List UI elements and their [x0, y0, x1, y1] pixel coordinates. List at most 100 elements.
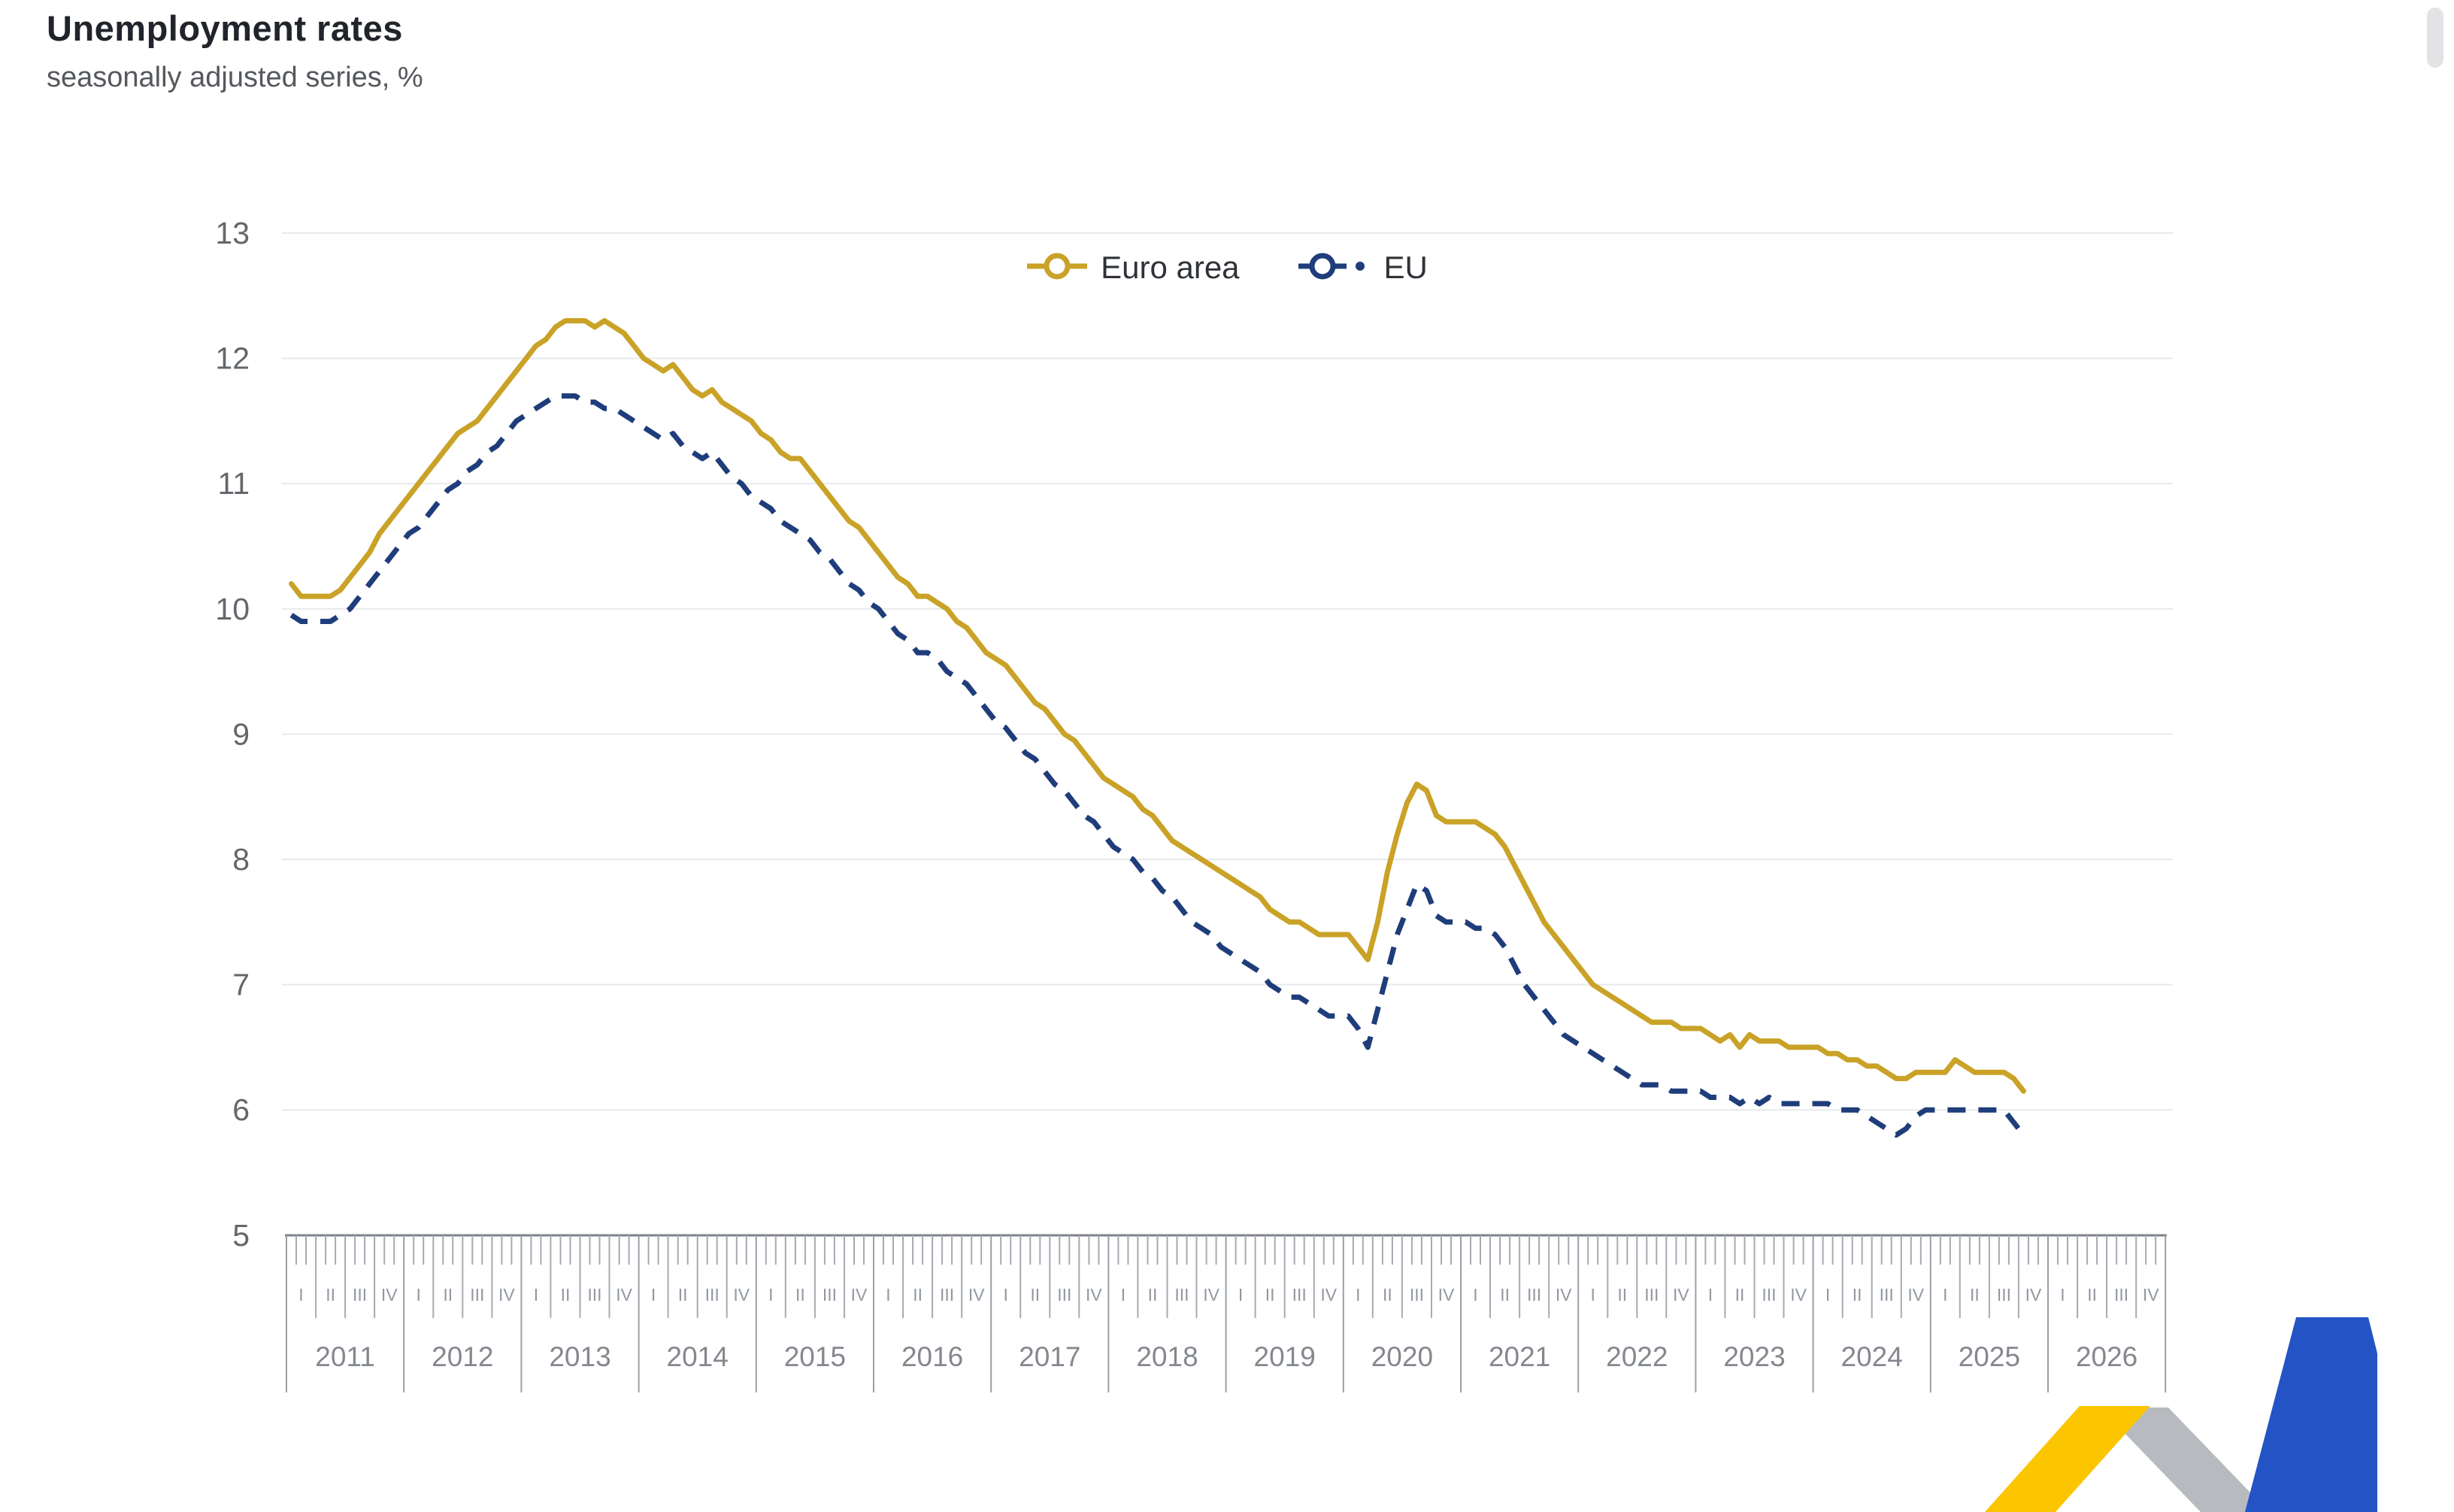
- year-label: 2012: [432, 1341, 493, 1372]
- quarter-label: II: [1500, 1285, 1510, 1304]
- year-label: 2013: [549, 1341, 610, 1372]
- quarter-label: III: [1292, 1285, 1307, 1304]
- quarter-label: II: [443, 1285, 453, 1304]
- year-label: 2022: [1606, 1341, 1668, 1372]
- quarter-label: I: [1708, 1285, 1713, 1304]
- series-line-eu: [289, 393, 2026, 1138]
- quarter-label: I: [1121, 1285, 1126, 1304]
- page-subtitle: seasonally adjusted series, %: [47, 62, 423, 93]
- quarter-label: II: [1030, 1285, 1040, 1304]
- quarter-label: I: [1943, 1285, 1947, 1304]
- quarter-label: I: [298, 1285, 303, 1304]
- year-label: 2026: [2076, 1341, 2137, 1372]
- quarter-label: III: [1527, 1285, 1541, 1304]
- quarter-label: III: [1880, 1285, 1894, 1304]
- quarter-label: IV: [2025, 1285, 2042, 1304]
- quarter-label: II: [561, 1285, 571, 1304]
- y-tick-label-6: 6: [232, 1092, 250, 1127]
- y-tick-label-10: 10: [215, 592, 250, 626]
- quarter-label: III: [1410, 1285, 1424, 1304]
- quarter-label: IV: [498, 1285, 515, 1304]
- legend-item-eu[interactable]: EU: [1298, 250, 1428, 286]
- quarter-label: IV: [381, 1285, 398, 1304]
- year-label: 2024: [1841, 1341, 1903, 1372]
- quarter-label: I: [886, 1285, 890, 1304]
- quarter-label: IV: [733, 1285, 750, 1304]
- quarter-label: II: [1970, 1285, 1980, 1304]
- quarter-label: IV: [1203, 1285, 1219, 1304]
- quarter-label: III: [2114, 1285, 2128, 1304]
- eu-marker-icon: [1298, 250, 1371, 286]
- quarter-label: II: [1853, 1285, 1862, 1304]
- quarter-label: I: [417, 1285, 421, 1304]
- legend-label-eu: EU: [1383, 250, 1428, 285]
- y-tick-label-11: 11: [217, 466, 250, 501]
- quarter-label: III: [1174, 1285, 1189, 1304]
- year-label: 2014: [667, 1341, 729, 1372]
- quarter-label: II: [678, 1285, 688, 1304]
- year-label: 2011: [315, 1341, 375, 1372]
- quarter-label: III: [1997, 1285, 2011, 1304]
- quarter-label: II: [913, 1285, 923, 1304]
- quarter-label: II: [1735, 1285, 1745, 1304]
- quarter-label: I: [768, 1285, 773, 1304]
- quarter-label: III: [705, 1285, 720, 1304]
- year-label: 2017: [1019, 1341, 1080, 1372]
- y-tick-label-5: 5: [232, 1218, 250, 1253]
- quarter-label: I: [1238, 1285, 1243, 1304]
- quarter-label: I: [651, 1285, 656, 1304]
- quarter-label: III: [1057, 1285, 1071, 1304]
- quarter-label: I: [1591, 1285, 1595, 1304]
- y-tick-label-13: 13: [215, 216, 250, 250]
- quarter-label: IV: [1790, 1285, 1807, 1304]
- euro-area-marker-icon: [1027, 250, 1088, 286]
- quarter-label: I: [1825, 1285, 1830, 1304]
- scrollbar-thumb[interactable]: [2427, 8, 2443, 68]
- quarter-label: IV: [1320, 1285, 1337, 1304]
- quarter-label: I: [534, 1285, 538, 1304]
- quarter-label: IV: [1086, 1285, 1102, 1304]
- y-tick-label-12: 12: [215, 341, 250, 376]
- legend-item-euro-area[interactable]: Euro area: [1027, 250, 1240, 286]
- year-label: 2023: [1723, 1341, 1785, 1372]
- quarter-label: II: [2087, 1285, 2097, 1304]
- quarter-label: II: [1617, 1285, 1627, 1304]
- quarter-label: III: [1644, 1285, 1659, 1304]
- quarter-label: II: [795, 1285, 805, 1304]
- quarter-label: II: [326, 1285, 335, 1304]
- quarter-label: IV: [616, 1285, 632, 1304]
- quarter-label: IV: [1556, 1285, 1572, 1304]
- y-tick-label-8: 8: [232, 842, 250, 877]
- page-title: Unemployment rates: [47, 8, 403, 48]
- quarter-label: IV: [851, 1285, 868, 1304]
- y-tick-label-7: 7: [232, 968, 250, 1002]
- quarter-label: IV: [1673, 1285, 1689, 1304]
- series-line-euro-area: [289, 318, 2026, 1094]
- legend-label-euro-area: Euro area: [1101, 250, 1240, 285]
- quarter-label: I: [2060, 1285, 2065, 1304]
- year-label: 2019: [1254, 1341, 1316, 1372]
- quarter-label: III: [823, 1285, 837, 1304]
- quarter-label: III: [1762, 1285, 1776, 1304]
- quarter-label: III: [470, 1285, 484, 1304]
- quarter-label: I: [1356, 1285, 1360, 1304]
- year-label: 2018: [1136, 1341, 1198, 1372]
- year-label: 2016: [901, 1341, 963, 1372]
- quarter-label: II: [1148, 1285, 1158, 1304]
- quarter-label: IV: [2143, 1285, 2159, 1304]
- quarter-label: II: [1265, 1285, 1275, 1304]
- quarter-label: I: [1473, 1285, 1477, 1304]
- chart-legend: Euro area EU: [282, 250, 2173, 286]
- quarter-label: III: [940, 1285, 954, 1304]
- quarter-label: II: [1383, 1285, 1392, 1304]
- quarter-label: III: [353, 1285, 367, 1304]
- year-label: 2015: [784, 1341, 846, 1372]
- year-label: 2021: [1489, 1341, 1550, 1372]
- year-label: 2025: [1959, 1341, 2020, 1372]
- quarter-label: III: [587, 1285, 601, 1304]
- quarter-label: IV: [1907, 1285, 1924, 1304]
- quarter-label: I: [1004, 1285, 1008, 1304]
- quarter-label: IV: [968, 1285, 985, 1304]
